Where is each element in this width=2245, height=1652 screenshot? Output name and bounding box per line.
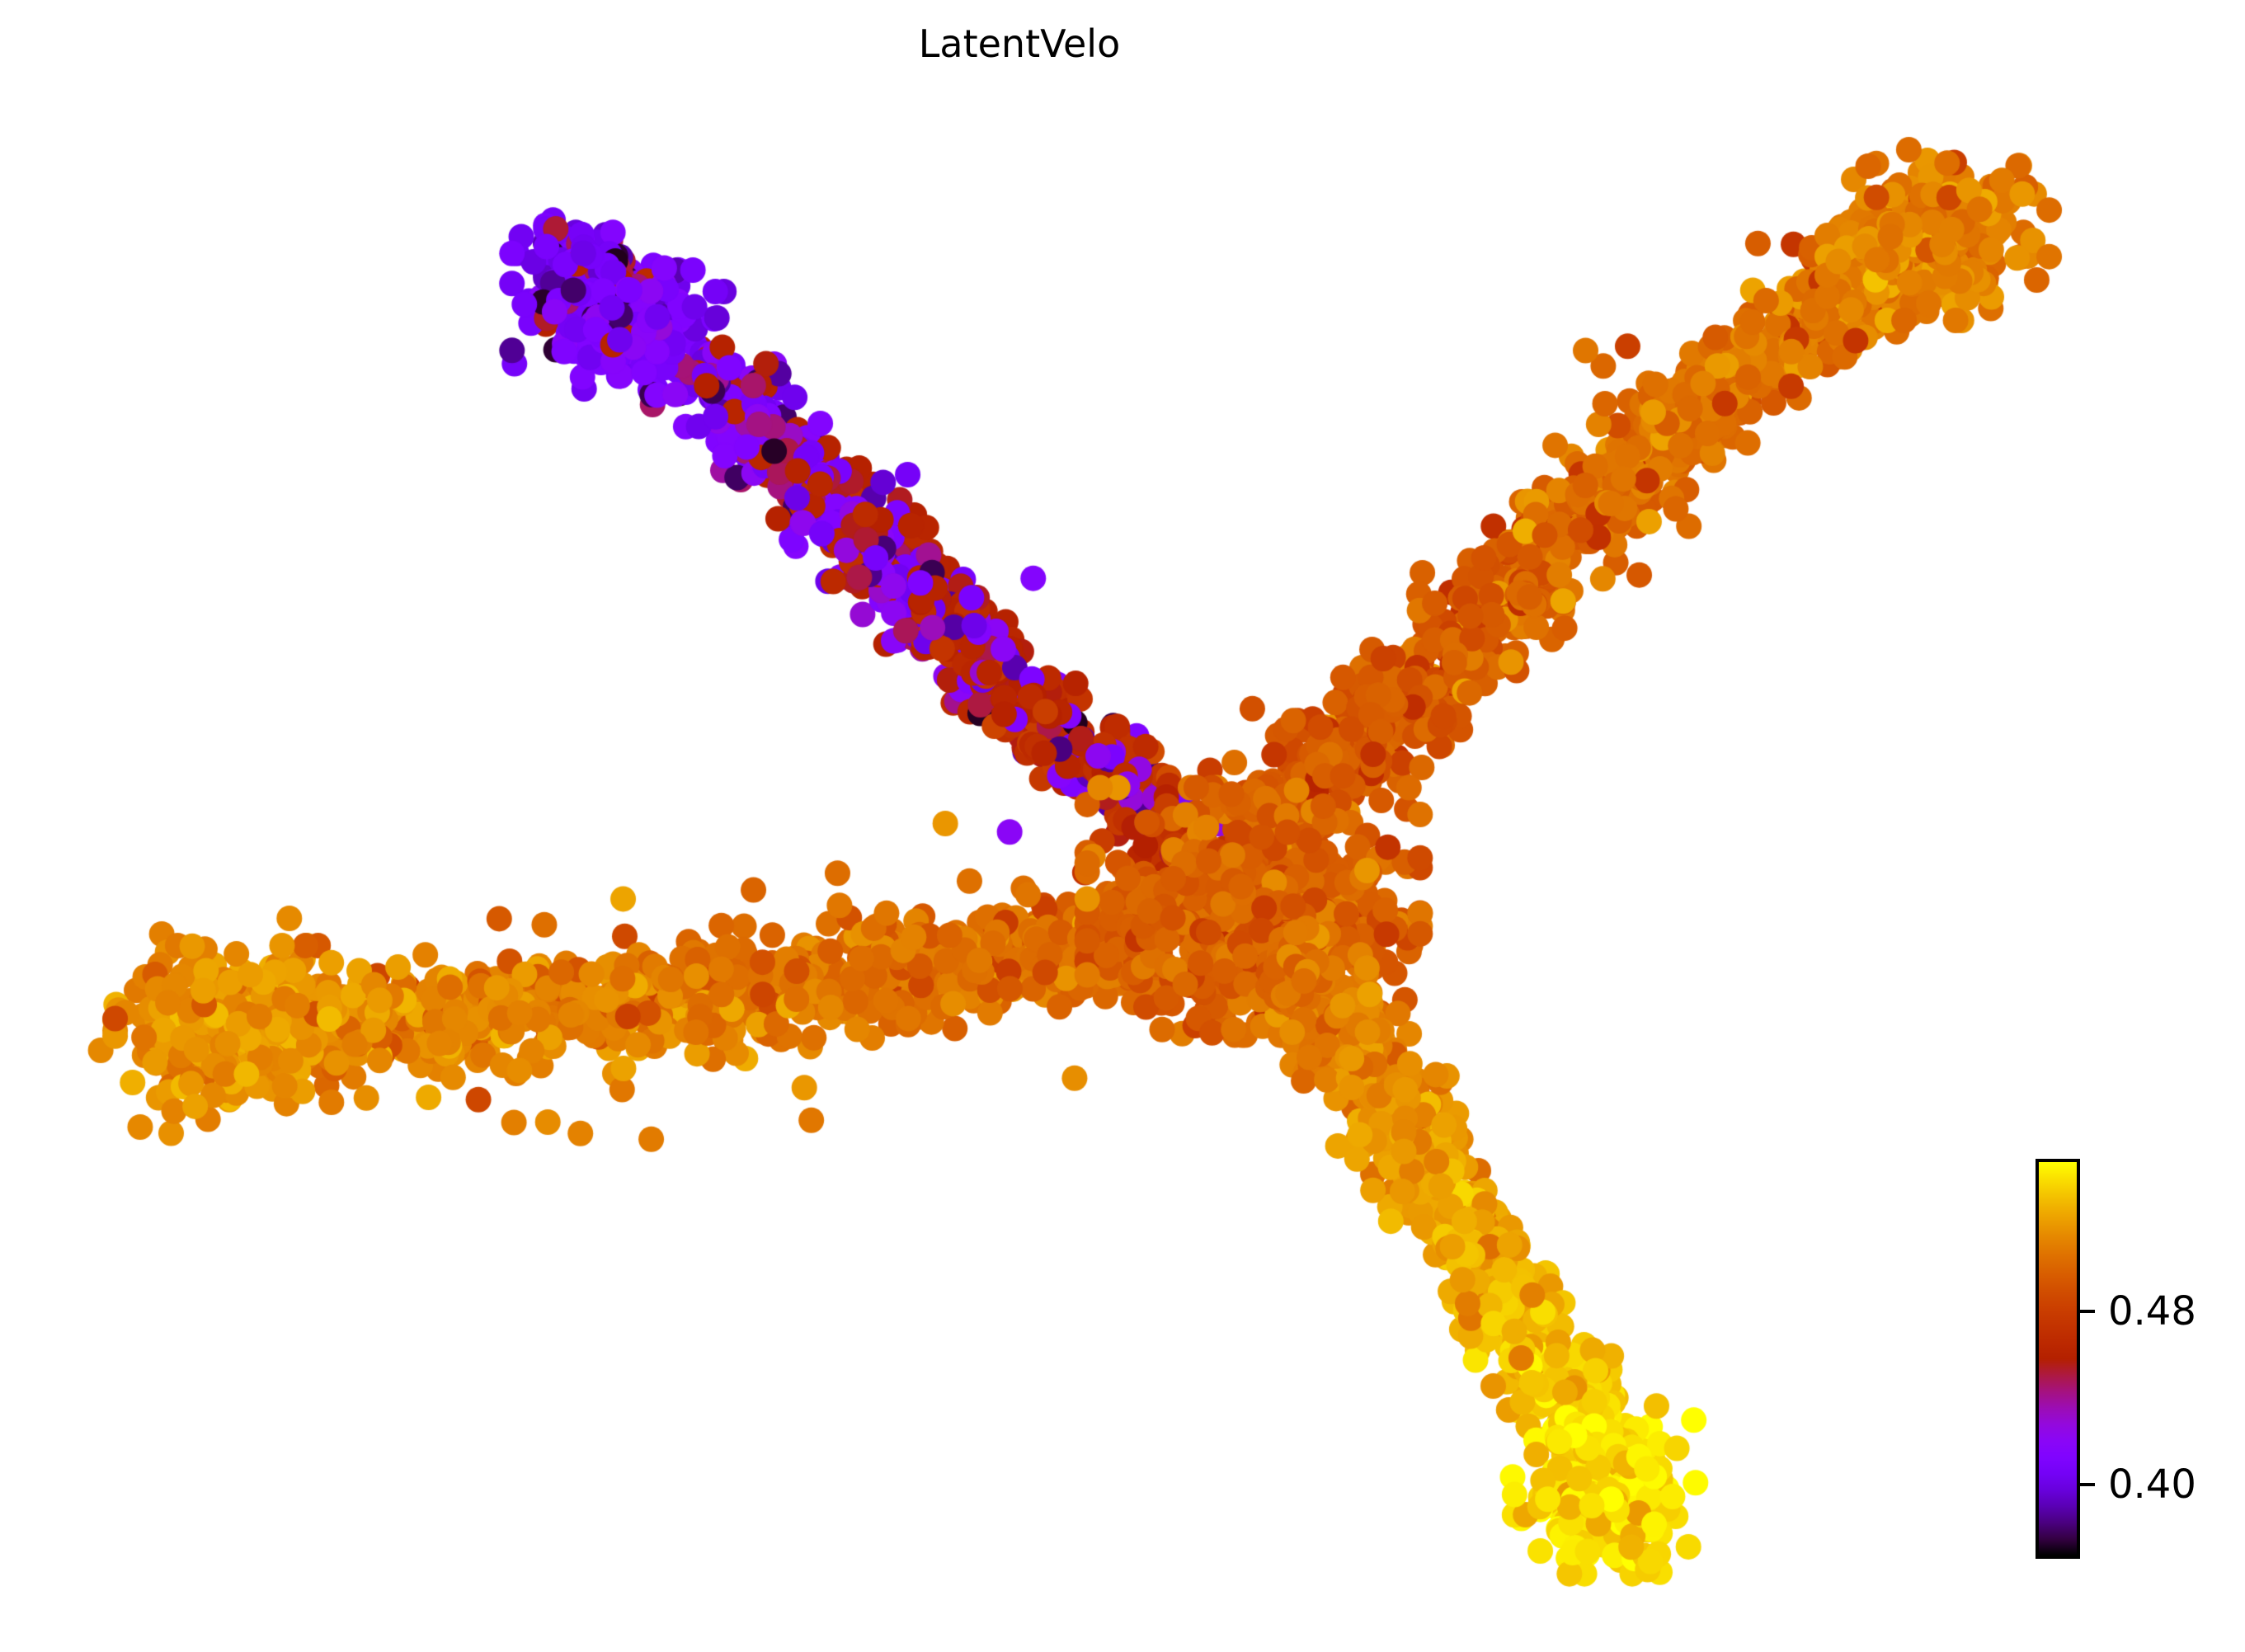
colorbar-tick: [2080, 1483, 2095, 1487]
plot-title: LatentVelo: [918, 21, 1121, 66]
colorbar-tick-label: 0.40: [2108, 1461, 2196, 1508]
colorbar-gradient: [2036, 1159, 2080, 1559]
colorbar-tick-label: 0.48: [2108, 1287, 2196, 1334]
colorbar-tick: [2080, 1309, 2095, 1313]
